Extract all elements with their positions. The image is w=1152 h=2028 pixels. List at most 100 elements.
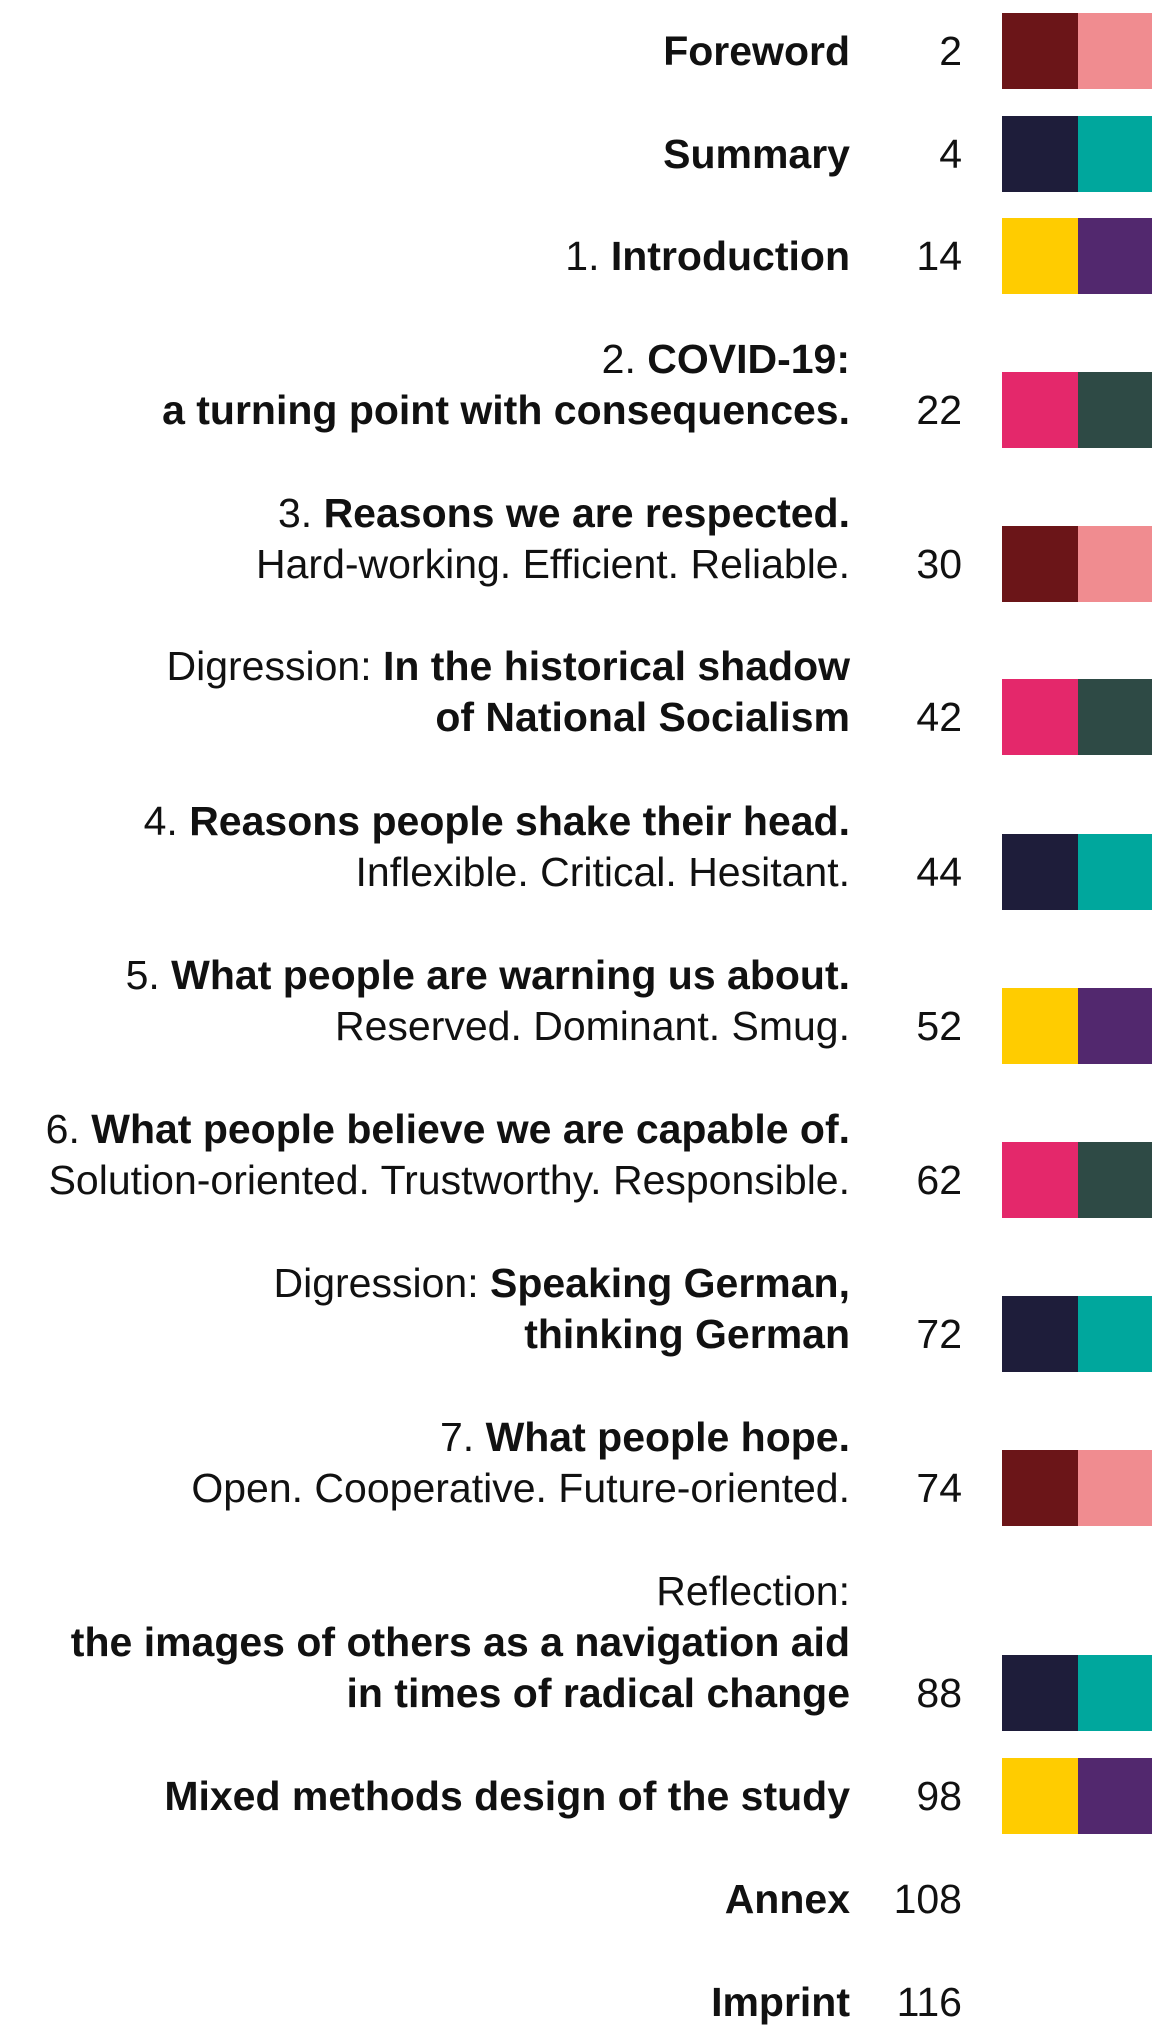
swatch-block-left [1002, 218, 1078, 294]
toc-entry-title: 6. What people believe we are capable of… [46, 1104, 850, 1206]
toc-title-bold-text: What people are warning us about. [171, 952, 850, 998]
swatch-block-left [1002, 13, 1078, 89]
toc-entry[interactable]: 5. What people are warning us about. Rese… [0, 952, 1152, 1064]
toc-title-line: in times of radical change [71, 1668, 850, 1719]
toc-title-bold-text: In the historical shadow [382, 643, 850, 689]
toc-title-line: 6. What people believe we are capable of… [46, 1104, 850, 1155]
toc-title-text: Reserved. Dominant. Smug. [334, 1003, 850, 1049]
toc-entry[interactable]: 4. Reasons people shake their head. Infle… [0, 798, 1152, 910]
toc-title-bold-text: Mixed methods design of the study [164, 1773, 850, 1819]
toc-entry-title: 4. Reasons people shake their head. Infle… [144, 796, 850, 898]
toc-entry[interactable]: Mixed methods design of the study 98 [0, 1758, 1152, 1834]
toc-title-bold-text: of National Socialism [435, 694, 850, 740]
toc-title-line: 4. Reasons people shake their head. [144, 796, 850, 847]
toc-entry-title: 5. What people are warning us about. Rese… [126, 950, 850, 1052]
toc-entry-title: 1. Introduction [565, 231, 850, 282]
toc-title-text: Hard-working. Efficient. Reliable. [256, 541, 850, 587]
toc-title-bold-text: COVID-19: [647, 336, 850, 382]
swatch-block-right [1078, 1655, 1152, 1731]
color-swatch [1002, 1142, 1152, 1218]
toc-title-bold-text: Speaking German, [489, 1260, 850, 1306]
toc-title-text: 1. [565, 233, 611, 279]
toc-title-bold-text: Introduction [610, 233, 850, 279]
toc-title-line: Reserved. Dominant. Smug. [126, 1001, 850, 1052]
toc-entry-title: Digression: Speaking German, thinking Ger… [274, 1258, 851, 1360]
color-swatch [1002, 1450, 1152, 1526]
toc-title-bold-text: the images of others as a navigation aid [70, 1619, 850, 1665]
toc-title-line: of National Socialism [167, 692, 850, 743]
toc-entry-title: 2. COVID-19: a turning point with consequ… [162, 334, 850, 436]
toc-title-bold-text: thinking German [524, 1311, 850, 1357]
toc-title-line: a turning point with consequences. [162, 385, 850, 436]
swatch-block-right [1078, 1758, 1152, 1834]
toc-title-text: 3. [277, 490, 324, 536]
toc-title-text: Reflection: [656, 1568, 850, 1614]
toc-title-line: Hard-working. Efficient. Reliable. [256, 539, 850, 590]
toc-page-number: 116 [896, 1979, 962, 2025]
toc-title-line: Solution-oriented. Trustworthy. Responsi… [46, 1155, 850, 1206]
toc-title-line: Mixed methods design of the study [164, 1771, 850, 1822]
toc-entry-title: Mixed methods design of the study [164, 1771, 850, 1822]
toc-title-text: 6. [45, 1106, 92, 1152]
toc-title-text: Inflexible. Critical. Hesitant. [355, 849, 850, 895]
swatch-block-right [1078, 834, 1152, 910]
toc-entry-title: Digression: In the historical shadow of N… [167, 641, 851, 743]
toc-entry[interactable]: 2. COVID-19: a turning point with consequ… [0, 336, 1152, 448]
toc-entry[interactable]: 1. Introduction 14 [0, 218, 1152, 294]
swatch-block-left [1002, 526, 1078, 602]
toc-entry[interactable]: 7. What people hope. Open. Cooperative. F… [0, 1414, 1152, 1526]
toc-title-line: Open. Cooperative. Future-oriented. [191, 1463, 850, 1514]
swatch-block-right [1078, 1296, 1152, 1372]
toc-title-line: Digression: Speaking German, [274, 1258, 851, 1309]
toc-title-text: 5. [125, 952, 172, 998]
swatch-block-right [1078, 1450, 1152, 1526]
color-swatch [1002, 679, 1152, 755]
toc-title-text: Solution-oriented. Trustworthy. Responsi… [48, 1157, 850, 1203]
toc-page-number: 62 [916, 1157, 962, 1203]
color-swatch [1002, 218, 1152, 294]
toc-entry-title: 3. Reasons we are respected. Hard-working… [256, 488, 850, 590]
toc-title-bold-text: Summary [663, 131, 850, 177]
toc-entry[interactable]: 3. Reasons we are respected. Hard-working… [0, 490, 1152, 602]
toc-entry-title: 7. What people hope. Open. Cooperative. F… [191, 1412, 850, 1514]
swatch-block-left [1002, 988, 1078, 1064]
color-swatch [1002, 1655, 1152, 1731]
toc-page-number: 2 [939, 28, 962, 74]
swatch-block-left [1002, 1758, 1078, 1834]
toc-title-text: Open. Cooperative. Future-oriented. [191, 1465, 850, 1511]
toc-entry[interactable]: 6. What people believe we are capable of… [0, 1106, 1152, 1218]
toc-title-line: Reflection: [71, 1566, 850, 1617]
color-swatch [1002, 372, 1152, 448]
swatch-block-left [1002, 116, 1078, 192]
toc-page-number: 30 [916, 541, 962, 587]
toc-entry-title: Reflection: the images of others as a nav… [71, 1566, 850, 1719]
toc-entry[interactable]: Reflection: the images of others as a nav… [0, 1568, 1152, 1731]
color-swatch [1002, 834, 1152, 910]
toc-title-line: Annex [725, 1874, 850, 1925]
toc-title-bold-text: What people hope. [485, 1414, 850, 1460]
toc-title-line: 7. What people hope. [191, 1412, 850, 1463]
toc-entry[interactable]: Imprint 116 [0, 1977, 1152, 2028]
swatch-block-right [1078, 1142, 1152, 1218]
swatch-block-left [1002, 679, 1078, 755]
swatch-block-right [1078, 526, 1152, 602]
toc-page-number: 14 [916, 233, 962, 279]
toc-entry[interactable]: Digression: In the historical shadow of N… [0, 643, 1152, 755]
toc-title-line: 1. Introduction [565, 231, 850, 282]
color-swatch [1002, 1296, 1152, 1372]
toc-entry[interactable]: Summary 4 [0, 116, 1152, 192]
swatch-block-right [1078, 988, 1152, 1064]
color-swatch [1002, 526, 1152, 602]
toc-entry[interactable]: Digression: Speaking German, thinking Ger… [0, 1260, 1152, 1372]
color-swatch [1002, 1758, 1152, 1834]
toc-title-line: 5. What people are warning us about. [126, 950, 850, 1001]
toc-entry[interactable]: Foreword 2 [0, 13, 1152, 89]
toc-title-line: 2. COVID-19: [162, 334, 850, 385]
toc-title-bold-text: Reasons we are respected. [323, 490, 850, 536]
toc-page-number: 42 [916, 694, 962, 740]
toc-title-bold-text: Foreword [663, 28, 850, 74]
swatch-block-right [1078, 13, 1152, 89]
swatch-block-left [1002, 1142, 1078, 1218]
toc-entry[interactable]: Annex 108 [0, 1874, 1152, 1925]
toc-title-line: the images of others as a navigation aid [71, 1617, 850, 1668]
